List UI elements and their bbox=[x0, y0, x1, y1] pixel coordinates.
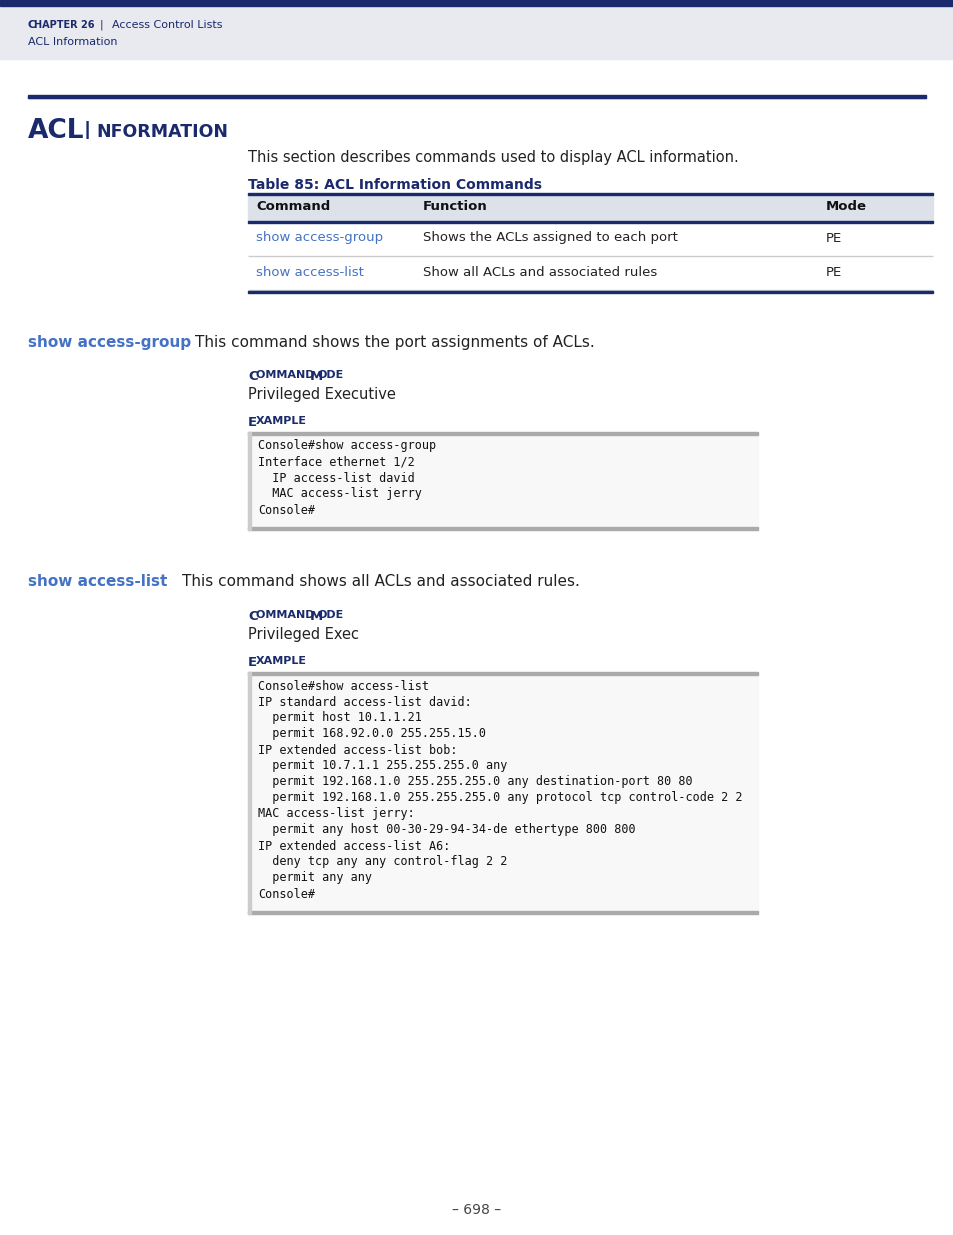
Text: Command: Command bbox=[255, 200, 330, 212]
Text: This command shows all ACLs and associated rules.: This command shows all ACLs and associat… bbox=[182, 574, 579, 589]
Bar bbox=[248, 431, 758, 530]
Text: XAMPLE: XAMPLE bbox=[255, 415, 307, 426]
Text: NFORMATION: NFORMATION bbox=[96, 124, 228, 141]
Text: C: C bbox=[28, 20, 36, 30]
Text: Show all ACLs and associated rules: Show all ACLs and associated rules bbox=[422, 266, 657, 279]
Text: OMMAND: OMMAND bbox=[255, 610, 318, 620]
Bar bbox=[248, 195, 932, 221]
Bar bbox=[248, 221, 932, 222]
Text: C: C bbox=[248, 370, 257, 384]
Text: PE: PE bbox=[825, 266, 841, 279]
Text: Access Control Lists: Access Control Lists bbox=[112, 20, 222, 30]
Text: permit 192.168.1.0 255.255.255.0 any destination-port 80 80: permit 192.168.1.0 255.255.255.0 any des… bbox=[257, 776, 692, 788]
Text: permit 10.7.1.1 255.255.255.0 any: permit 10.7.1.1 255.255.255.0 any bbox=[257, 760, 507, 773]
Text: ODE: ODE bbox=[317, 370, 344, 380]
Text: MAC access-list jerry:: MAC access-list jerry: bbox=[257, 808, 415, 820]
Text: Function: Function bbox=[422, 200, 487, 212]
Bar bbox=[248, 431, 251, 530]
Text: Console#: Console# bbox=[257, 888, 314, 900]
Text: This section describes commands used to display ACL information.: This section describes commands used to … bbox=[248, 149, 738, 165]
Text: C: C bbox=[248, 610, 257, 624]
Text: XAMPLE: XAMPLE bbox=[255, 656, 307, 666]
Text: HAPTER 26: HAPTER 26 bbox=[34, 20, 94, 30]
Text: Console#: Console# bbox=[257, 504, 314, 516]
Text: show access-group: show access-group bbox=[255, 231, 383, 245]
Text: Shows the ACLs assigned to each port: Shows the ACLs assigned to each port bbox=[422, 231, 678, 245]
Bar bbox=[248, 431, 758, 435]
Text: Console#show access-list: Console#show access-list bbox=[257, 679, 429, 693]
Text: ACL Information: ACL Information bbox=[28, 37, 117, 47]
Text: ACL: ACL bbox=[28, 119, 85, 144]
Bar bbox=[248, 526, 758, 530]
Bar bbox=[248, 910, 758, 914]
Text: permit 168.92.0.0 255.255.15.0: permit 168.92.0.0 255.255.15.0 bbox=[257, 727, 485, 741]
Text: E: E bbox=[248, 656, 257, 668]
Text: |: | bbox=[100, 20, 104, 31]
Text: permit 192.168.1.0 255.255.255.0 any protocol tcp control-code 2 2: permit 192.168.1.0 255.255.255.0 any pro… bbox=[257, 792, 741, 804]
Text: M: M bbox=[310, 370, 323, 384]
Text: Table 85: ACL Information Commands: Table 85: ACL Information Commands bbox=[248, 178, 541, 191]
Text: Mode: Mode bbox=[825, 200, 866, 212]
Text: PE: PE bbox=[825, 231, 841, 245]
Text: permit any any: permit any any bbox=[257, 872, 372, 884]
Bar bbox=[248, 290, 932, 293]
Text: M: M bbox=[310, 610, 323, 624]
Bar bbox=[248, 672, 758, 674]
Text: IP access-list david: IP access-list david bbox=[257, 472, 415, 484]
Text: IP standard access-list david:: IP standard access-list david: bbox=[257, 695, 471, 709]
Bar bbox=[0, 2, 953, 5]
Text: This command shows the port assignments of ACLs.: This command shows the port assignments … bbox=[194, 335, 594, 350]
Text: IP extended access-list bob:: IP extended access-list bob: bbox=[257, 743, 457, 757]
Text: show access-group: show access-group bbox=[28, 335, 191, 350]
Text: Interface ethernet 1/2: Interface ethernet 1/2 bbox=[257, 456, 415, 468]
Text: E: E bbox=[248, 415, 257, 429]
Bar bbox=[248, 672, 758, 914]
Bar bbox=[248, 193, 932, 195]
Bar bbox=[0, 2, 953, 59]
Text: show access-list: show access-list bbox=[28, 574, 167, 589]
Text: MAC access-list jerry: MAC access-list jerry bbox=[257, 488, 421, 500]
Text: Privileged Exec: Privileged Exec bbox=[248, 627, 358, 642]
Text: – 698 –: – 698 – bbox=[452, 1203, 501, 1216]
Text: show access-list: show access-list bbox=[255, 266, 363, 279]
Text: OMMAND: OMMAND bbox=[255, 370, 318, 380]
Text: ODE: ODE bbox=[317, 610, 344, 620]
Bar bbox=[248, 257, 932, 290]
Text: IP extended access-list A6:: IP extended access-list A6: bbox=[257, 840, 450, 852]
Text: I: I bbox=[84, 120, 91, 144]
Bar bbox=[0, 0, 953, 2]
Text: permit host 10.1.1.21: permit host 10.1.1.21 bbox=[257, 711, 421, 725]
Bar bbox=[248, 672, 251, 914]
Bar bbox=[248, 222, 932, 257]
Bar bbox=[28, 95, 925, 98]
Text: permit any host 00-30-29-94-34-de ethertype 800 800: permit any host 00-30-29-94-34-de ethert… bbox=[257, 824, 635, 836]
Text: Privileged Executive: Privileged Executive bbox=[248, 388, 395, 403]
Text: deny tcp any any control-flag 2 2: deny tcp any any control-flag 2 2 bbox=[257, 856, 507, 868]
Text: Console#show access-group: Console#show access-group bbox=[257, 440, 436, 452]
